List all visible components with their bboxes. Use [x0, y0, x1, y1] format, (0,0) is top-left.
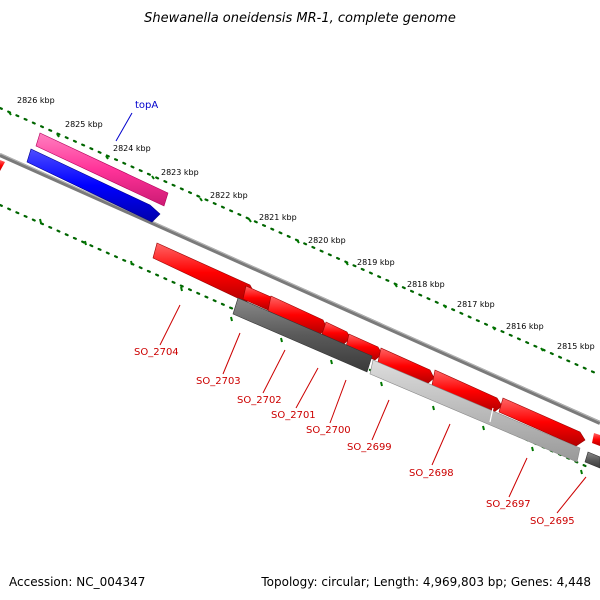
outer-major-ticks: [8, 111, 544, 352]
tick-label: 2824 kbp: [113, 144, 151, 153]
tick-label: 2815 kbp: [557, 342, 595, 351]
genome-summary-text: Topology: circular; Length: 4,969,803 bp…: [260, 575, 591, 589]
gene-fragment-right[interactable]: [592, 433, 600, 446]
tick-label: 2821 kbp: [259, 213, 297, 222]
gene-label-so2704[interactable]: SO_2704: [134, 347, 179, 358]
tick-label: 2825 kbp: [65, 120, 103, 129]
gene-so2704[interactable]: [152, 242, 257, 303]
accession-text: Accession: NC_004347: [9, 575, 145, 589]
tick-label: 2820 kbp: [308, 236, 346, 245]
operon-dark-segment[interactable]: [232, 297, 373, 373]
genome-backbone-highlight: [0, 153, 600, 422]
gene-label-so2702[interactable]: SO_2702: [237, 395, 282, 406]
tick-labels: 2826 kbp 2825 kbp 2824 kbp 2823 kbp 2822…: [17, 96, 595, 351]
forward-genes: [152, 242, 600, 447]
gene-so2697[interactable]: [498, 397, 586, 447]
operon-light-segment[interactable]: [369, 359, 581, 463]
gene-label-so2699[interactable]: SO_2699: [347, 442, 392, 453]
topA-highlight-bar[interactable]: [35, 132, 169, 207]
topA-gene[interactable]: [26, 132, 169, 223]
gene-so2698[interactable]: [431, 369, 503, 413]
operon-track: [232, 297, 600, 469]
gene-so2699[interactable]: [377, 347, 435, 385]
topA-arrow[interactable]: [26, 148, 161, 223]
operon-divider: [489, 407, 494, 423]
gene-label-topA[interactable]: topA: [135, 100, 158, 111]
tick-label: 2818 kbp: [407, 280, 445, 289]
gene-fragment-left[interactable]: [0, 160, 5, 171]
gene-labels: topA SO_2704 SO_2703 SO_2702 SO_2701 SO_…: [134, 100, 575, 527]
label-leaders: [115, 112, 587, 514]
map-title: Shewanella oneidensis MR-1, complete gen…: [144, 11, 456, 26]
gene-label-so2698[interactable]: SO_2698: [409, 468, 454, 479]
inner-major-ticks: [39, 218, 583, 475]
tick-label: 2826 kbp: [17, 96, 55, 105]
gene-label-so2701[interactable]: SO_2701: [271, 410, 316, 421]
gene-label-so2700[interactable]: SO_2700: [306, 425, 351, 436]
operon-right-fragment[interactable]: [584, 451, 600, 469]
outer-tick-track: [0, 106, 600, 377]
tick-label: 2817 kbp: [457, 300, 495, 309]
gene-label-so2697[interactable]: SO_2697: [486, 499, 531, 510]
tick-label: 2822 kbp: [210, 191, 248, 200]
tick-label: 2819 kbp: [357, 258, 395, 267]
genome-backbone: [0, 153, 600, 425]
tick-label: 2816 kbp: [506, 322, 544, 331]
gene-so2701[interactable]: [321, 321, 351, 345]
gene-label-so2703[interactable]: SO_2703: [196, 376, 241, 387]
gene-label-so2695[interactable]: SO_2695: [530, 516, 575, 527]
tick-label: 2823 kbp: [161, 168, 199, 177]
